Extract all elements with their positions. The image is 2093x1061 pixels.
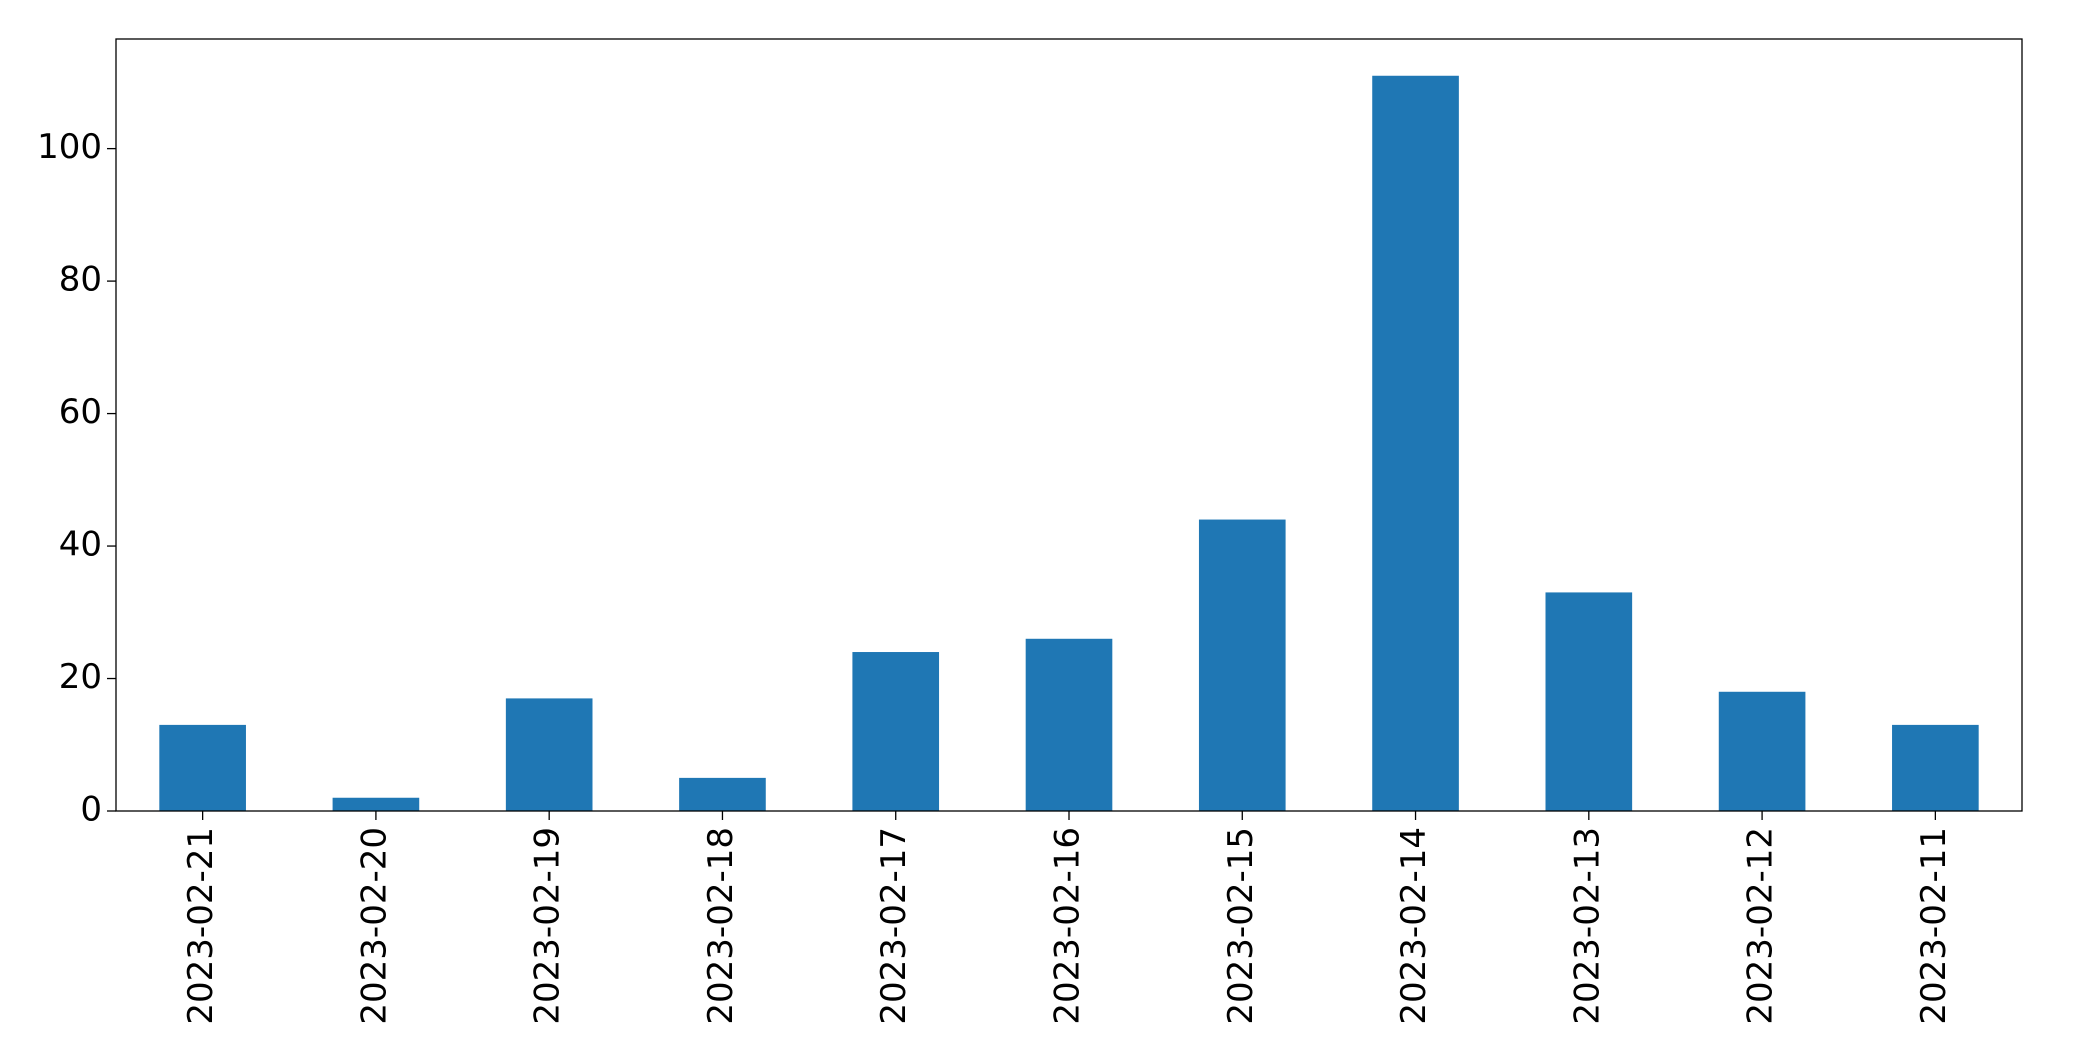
y-tick-label: 100: [37, 127, 102, 167]
y-tick-label: 0: [80, 790, 102, 830]
plot-frame: [115, 38, 2023, 812]
x-tick-label: 2023-02-11: [1914, 827, 1954, 1025]
bar: [1718, 691, 1806, 811]
x-tick-label: 2023-02-13: [1567, 827, 1607, 1025]
y-tick-label: 40: [59, 525, 102, 565]
y-tick-label: 80: [59, 260, 102, 300]
y-tick-label: 60: [59, 392, 102, 432]
bar: [505, 698, 593, 811]
bar: [1372, 75, 1459, 811]
bar: [332, 797, 420, 811]
bar: [1892, 724, 1979, 811]
bar: [679, 777, 766, 811]
x-tick-label: 2023-02-21: [181, 827, 221, 1025]
bar: [159, 724, 246, 811]
x-tick-label: 2023-02-12: [1741, 827, 1781, 1025]
x-tick-label: 2023-02-18: [701, 827, 741, 1025]
bar: [852, 652, 940, 811]
x-tick-label: 2023-02-17: [874, 827, 914, 1025]
x-tick-label: 2023-02-19: [528, 827, 568, 1025]
bar: [1198, 519, 1286, 811]
x-tick-label: 2023-02-15: [1221, 827, 1261, 1025]
x-tick-label: 2023-02-14: [1394, 827, 1434, 1025]
x-tick-label: 2023-02-16: [1048, 827, 1088, 1025]
bar: [1025, 638, 1113, 811]
x-tick-label: 2023-02-20: [354, 827, 394, 1025]
y-tick-label: 20: [59, 657, 102, 697]
bar: [1545, 592, 1633, 811]
